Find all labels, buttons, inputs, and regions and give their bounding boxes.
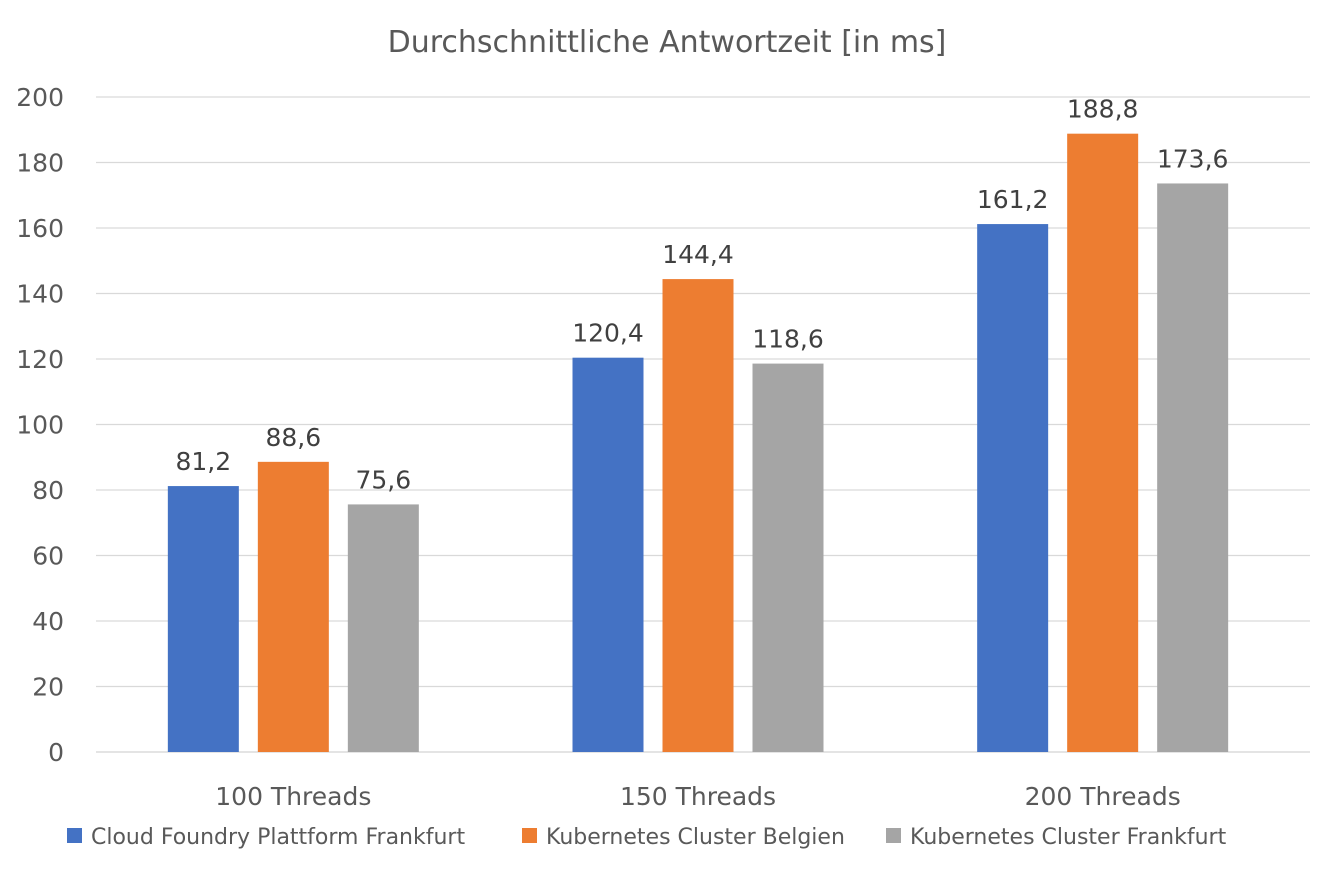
bar [752,363,824,752]
y-tick-label: 100 [16,411,64,440]
bar [572,357,644,752]
legend-label: Kubernetes Cluster Belgien [546,825,845,850]
chart-title: Durchschnittliche Antwortzeit [in ms] [388,25,947,60]
y-tick-label: 60 [32,542,64,571]
x-category-label: 150 Threads [620,782,776,811]
legend: Cloud Foundry Plattform Frankfurt Kuberne… [67,825,1227,850]
bar [257,461,329,752]
data-label: 88,6 [265,423,321,452]
data-label: 173,6 [1157,144,1229,173]
y-tick-label: 200 [16,83,64,112]
bar [1157,183,1229,752]
data-label: 188,8 [1067,95,1139,124]
bar [977,224,1049,752]
y-axis-ticks: 0 20 40 60 80 100 120 140 160 180 200 [16,83,64,767]
y-tick-label: 40 [32,607,64,636]
x-category-label: 200 Threads [1025,782,1181,811]
x-axis-categories: 100 Threads 150 Threads 200 Threads [215,782,1180,811]
data-labels: 81,2 88,6 75,6 120,4 144,4 118,6 161,2 188,8 173… [175,95,1228,495]
y-tick-label: 140 [16,280,64,309]
legend-swatch [522,828,537,843]
data-label: 118,6 [752,325,824,354]
y-tick-label: 0 [48,738,64,767]
data-label: 144,4 [662,240,734,269]
bar [167,486,239,752]
data-label: 161,2 [977,185,1049,214]
y-tick-label: 160 [16,214,64,243]
bars [167,133,1229,752]
legend-swatch [67,828,82,843]
y-tick-label: 120 [16,345,64,374]
data-label: 81,2 [175,447,231,476]
legend-label: Cloud Foundry Plattform Frankfurt [91,825,465,850]
y-tick-label: 180 [16,149,64,178]
bar [347,504,419,752]
x-category-label: 100 Threads [215,782,371,811]
bar [1067,133,1139,752]
y-tick-label: 20 [32,673,64,702]
bar [662,279,734,752]
data-label: 120,4 [572,319,644,348]
legend-swatch [886,828,901,843]
legend-label: Kubernetes Cluster Frankfurt [910,825,1227,850]
y-tick-label: 80 [32,476,64,505]
data-label: 75,6 [355,465,411,494]
